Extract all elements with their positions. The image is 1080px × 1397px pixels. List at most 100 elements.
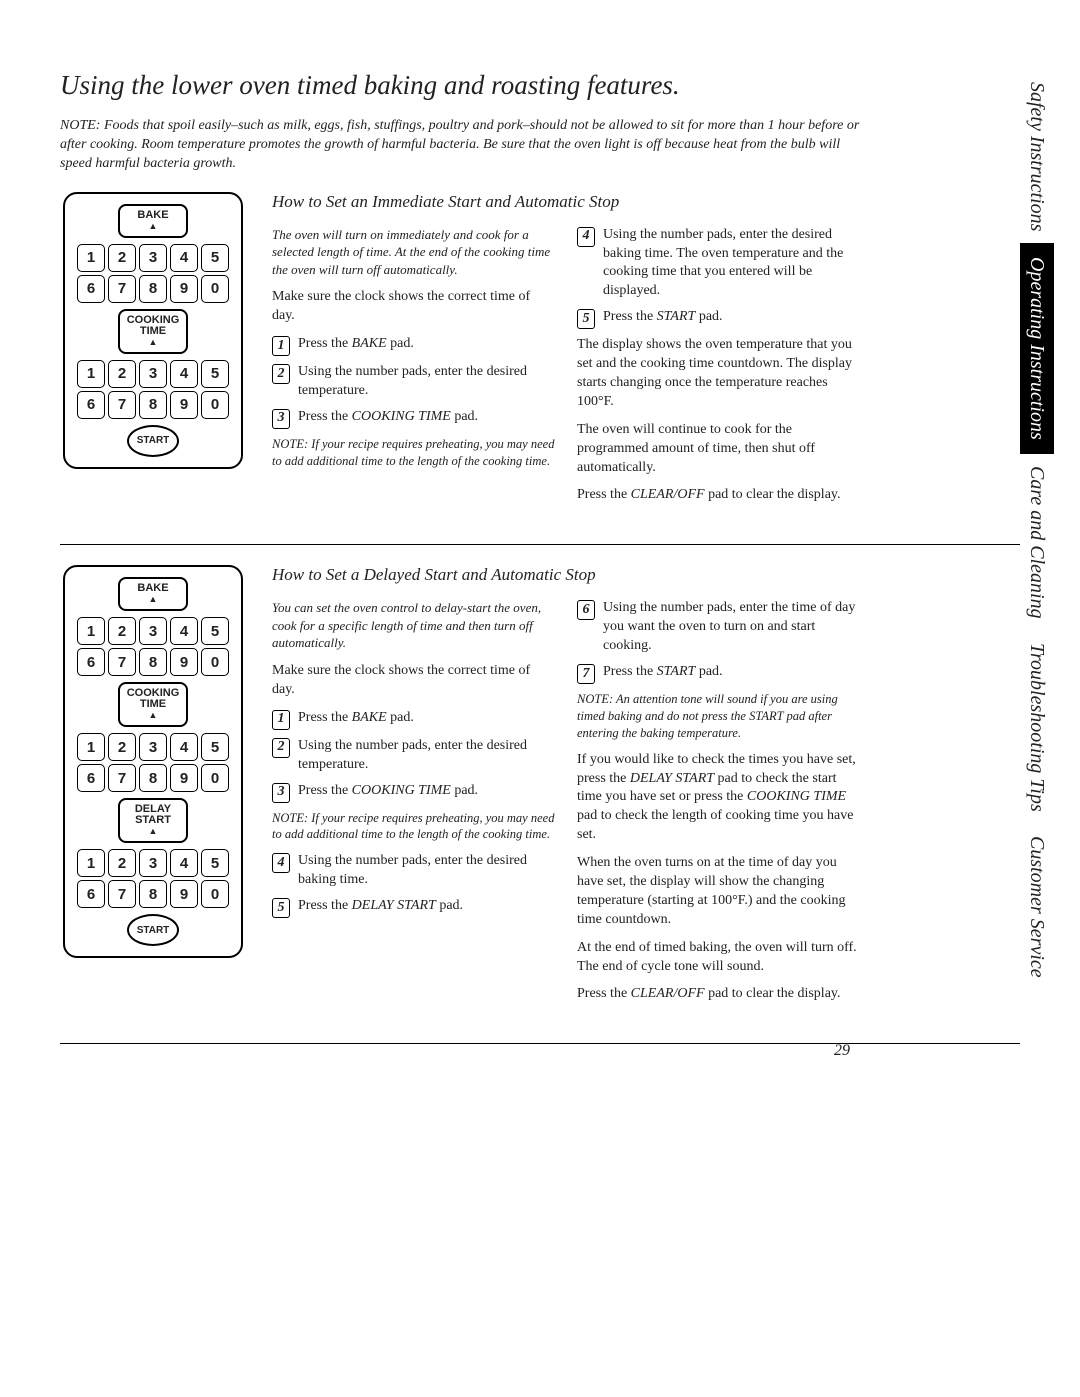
number-key-4: 4 [170, 617, 198, 645]
number-key-9: 9 [170, 880, 198, 908]
number-key-2: 2 [108, 244, 136, 272]
number-key-1: 1 [77, 244, 105, 272]
sec2-note2: NOTE: An attention tone will sound if yo… [577, 691, 860, 742]
number-key-1: 1 [77, 733, 105, 761]
number-key-7: 7 [108, 648, 136, 676]
number-key-1: 1 [77, 617, 105, 645]
number-key-9: 9 [170, 275, 198, 303]
section-immediate: BAKE▲ 1234567890 COOKING TIME▲ 123456789… [60, 192, 1020, 546]
number-key-8: 8 [139, 275, 167, 303]
number-key-5: 5 [201, 617, 229, 645]
keypad-panel-1: BAKE▲ 1234567890 COOKING TIME▲ 123456789… [63, 192, 243, 469]
cooking-time-button: COOKING TIME▲ [118, 309, 188, 354]
number-key-2: 2 [108, 360, 136, 388]
step-number-icon: 1 [272, 710, 290, 730]
sec1-p3: Press the CLEAR/OFF pad to clear the dis… [577, 486, 860, 505]
number-key-6: 6 [77, 275, 105, 303]
number-pad-1a: 1234567890 [77, 244, 229, 303]
number-key-9: 9 [170, 764, 198, 792]
start-button: START [127, 914, 179, 946]
number-key-4: 4 [170, 733, 198, 761]
start-button: START [127, 425, 179, 457]
number-key-6: 6 [77, 648, 105, 676]
step-number-icon: 7 [577, 664, 595, 684]
number-key-9: 9 [170, 648, 198, 676]
number-pad-1b: 12345 67890 [77, 360, 229, 419]
number-key-0: 0 [201, 764, 229, 792]
page-number: 29 [834, 1042, 850, 1060]
number-key-2: 2 [108, 733, 136, 761]
number-key-8: 8 [139, 764, 167, 792]
number-key-0: 0 [201, 391, 229, 419]
intro-note: NOTE: Foods that spoil easily–such as mi… [60, 117, 1020, 174]
number-key-0: 0 [201, 880, 229, 908]
sec1-step5: Press the START pad. [603, 308, 860, 327]
sec1-step1: Press the BAKE pad. [298, 335, 555, 354]
section-delayed: BAKE▲ 1234567890 COOKING TIME▲ 123456789… [60, 565, 1020, 1044]
sidebar-operating: Operating Instructions [1020, 243, 1054, 454]
step-number-icon: 4 [577, 227, 595, 247]
step-number-icon: 6 [577, 600, 595, 620]
sec1-step2: Using the number pads, enter the desired… [298, 363, 555, 401]
step-number-icon: 3 [272, 783, 290, 803]
number-key-6: 6 [77, 764, 105, 792]
number-pad-2a: 1234567890 [77, 617, 229, 676]
number-key-5: 5 [201, 733, 229, 761]
sidebar-troubleshooting: Troubleshooting Tips [1020, 631, 1054, 824]
sec2-note1: NOTE: If your recipe requires preheating… [272, 810, 555, 844]
step-number-icon: 2 [272, 738, 290, 758]
sec2-step4: Using the number pads, enter the desired… [298, 852, 555, 890]
number-key-4: 4 [170, 849, 198, 877]
sec2-step3: Press the COOKING TIME pad. [298, 782, 555, 801]
sidebar-nav: Safety Instructions Operating Instructio… [1020, 70, 1054, 989]
step-number-icon: 5 [272, 898, 290, 918]
number-key-4: 4 [170, 360, 198, 388]
sec1-note1: NOTE: If your recipe requires preheating… [272, 436, 555, 470]
cooking-time-button: COOKING TIME▲ [118, 682, 188, 727]
number-key-9: 9 [170, 391, 198, 419]
number-key-8: 8 [139, 880, 167, 908]
sec2-step7: Press the START pad. [603, 663, 860, 682]
number-key-6: 6 [77, 880, 105, 908]
number-key-2: 2 [108, 849, 136, 877]
number-key-3: 3 [139, 244, 167, 272]
number-key-5: 5 [201, 360, 229, 388]
sec2-step5: Press the DELAY START pad. [298, 897, 555, 916]
sidebar-customer: Customer Service [1020, 824, 1054, 990]
number-key-3: 3 [139, 617, 167, 645]
sidebar-safety: Safety Instructions [1020, 70, 1054, 243]
sec1-step3: Press the COOKING TIME pad. [298, 408, 555, 427]
sec1-p1: The display shows the oven temperature t… [577, 336, 860, 412]
sec2-step1: Press the BAKE pad. [298, 709, 555, 728]
number-key-7: 7 [108, 391, 136, 419]
number-key-5: 5 [201, 849, 229, 877]
bake-button: BAKE▲ [118, 204, 188, 238]
number-key-8: 8 [139, 648, 167, 676]
step-number-icon: 2 [272, 364, 290, 384]
number-key-0: 0 [201, 648, 229, 676]
page-title: Using the lower oven timed baking and ro… [60, 70, 1020, 101]
step-number-icon: 3 [272, 409, 290, 429]
sec2-p1: If you would like to check the times you… [577, 751, 860, 845]
sec2-p4: Press the CLEAR/OFF pad to clear the dis… [577, 985, 860, 1004]
number-key-6: 6 [77, 391, 105, 419]
number-key-8: 8 [139, 391, 167, 419]
sec1-clock: Make sure the clock shows the correct ti… [272, 288, 555, 326]
section1-heading: How to Set an Immediate Start and Automa… [272, 192, 860, 212]
delay-start-button: DELAY START▲ [118, 798, 188, 843]
number-key-4: 4 [170, 244, 198, 272]
number-key-1: 1 [77, 360, 105, 388]
bake-button: BAKE▲ [118, 577, 188, 611]
sec2-lead: You can set the oven control to delay-st… [272, 599, 555, 652]
number-pad-2b: 12345 67890 [77, 733, 229, 792]
number-key-7: 7 [108, 764, 136, 792]
sec1-p2: The oven will continue to cook for the p… [577, 421, 860, 478]
number-key-3: 3 [139, 360, 167, 388]
number-key-3: 3 [139, 849, 167, 877]
keypad-panel-2: BAKE▲ 1234567890 COOKING TIME▲ 123456789… [63, 565, 243, 958]
sec2-clock: Make sure the clock shows the correct ti… [272, 662, 555, 700]
number-key-7: 7 [108, 880, 136, 908]
sidebar-care: Care and Cleaning [1020, 454, 1054, 631]
step-number-icon: 4 [272, 853, 290, 873]
number-key-3: 3 [139, 733, 167, 761]
